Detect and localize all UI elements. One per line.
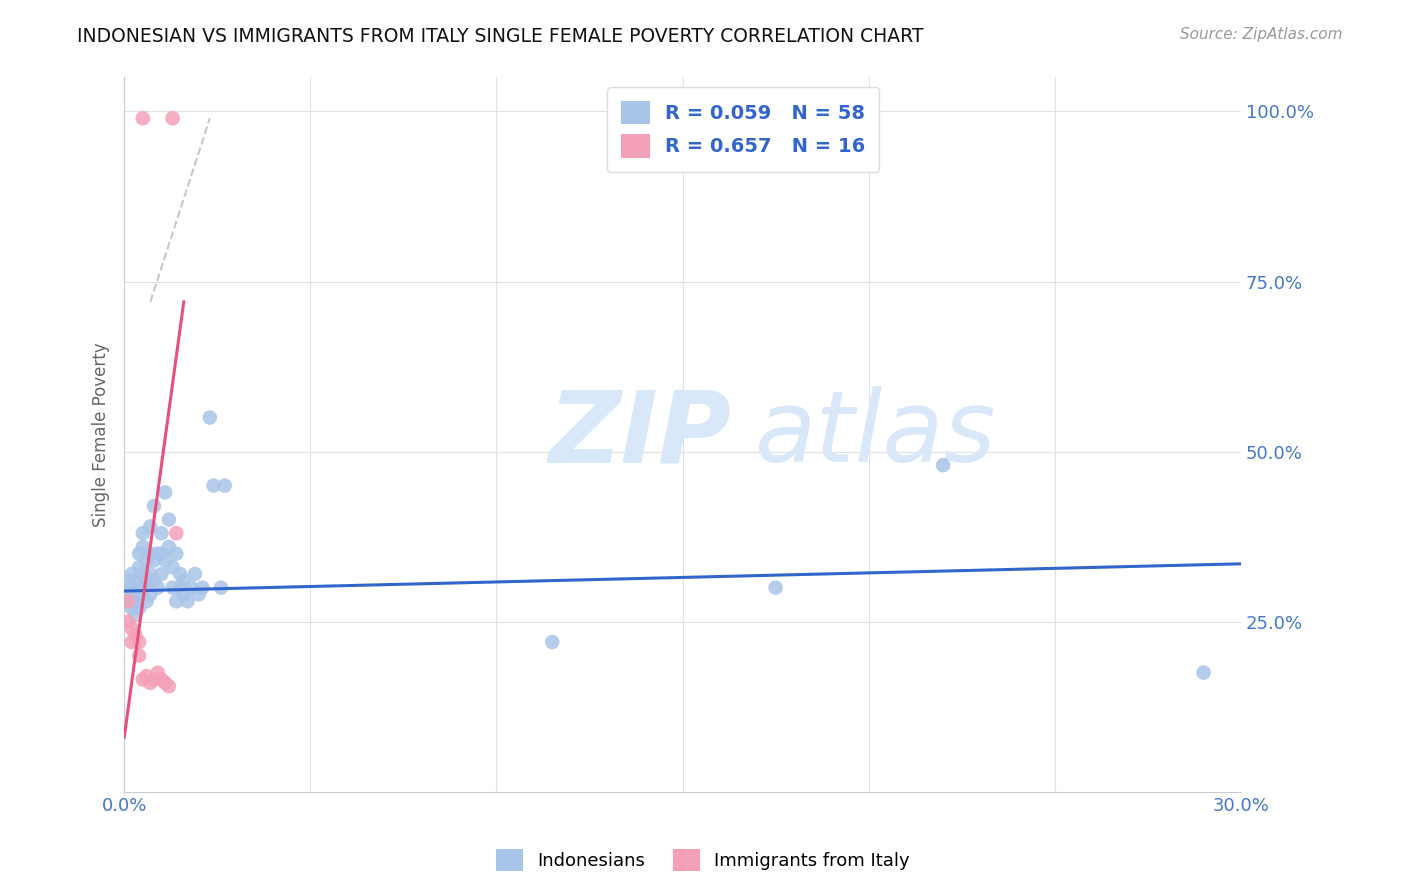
Point <box>157 540 180 554</box>
Point <box>124 574 146 588</box>
Point <box>121 622 143 636</box>
Point <box>124 594 146 608</box>
Point <box>139 587 162 601</box>
Point <box>121 601 143 615</box>
Point <box>121 567 143 582</box>
Point <box>143 673 166 687</box>
Y-axis label: Single Female Poverty: Single Female Poverty <box>93 343 110 527</box>
Point <box>202 478 225 492</box>
Point <box>132 526 155 541</box>
Point <box>146 581 169 595</box>
Point <box>169 567 191 582</box>
Point <box>150 547 173 561</box>
Point <box>150 567 173 582</box>
Point <box>139 547 162 561</box>
Point <box>132 673 155 687</box>
Point <box>1192 665 1215 680</box>
Point <box>146 665 169 680</box>
Point <box>173 574 195 588</box>
Point <box>128 560 150 574</box>
Point <box>117 615 139 629</box>
Point <box>146 547 169 561</box>
Point <box>157 679 180 693</box>
Point <box>765 581 787 595</box>
Point <box>139 676 162 690</box>
Point <box>165 526 187 541</box>
Point <box>128 648 150 663</box>
Point <box>209 581 232 595</box>
Point <box>214 478 236 492</box>
Point <box>121 635 143 649</box>
Point <box>173 587 195 601</box>
Point <box>184 567 207 582</box>
Point <box>143 553 166 567</box>
Point <box>128 635 150 649</box>
Text: atlas: atlas <box>755 386 997 483</box>
Point <box>143 574 166 588</box>
Point <box>132 581 155 595</box>
Text: Source: ZipAtlas.com: Source: ZipAtlas.com <box>1180 27 1343 42</box>
Point <box>121 581 143 595</box>
Point <box>165 594 187 608</box>
Point <box>135 669 157 683</box>
Point <box>153 553 176 567</box>
Point <box>187 587 209 601</box>
Point <box>162 560 184 574</box>
Point <box>132 540 155 554</box>
Point <box>139 519 162 533</box>
Point <box>143 499 166 513</box>
Point <box>117 594 139 608</box>
Point <box>157 513 180 527</box>
Point <box>162 581 184 595</box>
Point <box>139 567 162 582</box>
Point <box>165 547 187 561</box>
Point <box>132 567 155 582</box>
Point <box>135 574 157 588</box>
Point <box>124 587 146 601</box>
Point <box>162 112 184 126</box>
Point <box>135 594 157 608</box>
Point <box>150 526 173 541</box>
Point <box>541 635 564 649</box>
Point <box>176 594 198 608</box>
Point <box>128 581 150 595</box>
Point <box>932 458 955 473</box>
Point <box>117 574 139 588</box>
Point <box>128 547 150 561</box>
Point <box>124 607 146 622</box>
Point <box>124 628 146 642</box>
Point <box>117 594 139 608</box>
Point <box>191 581 214 595</box>
Point <box>128 601 150 615</box>
Point <box>169 581 191 595</box>
Point <box>153 676 176 690</box>
Legend: Indonesians, Immigrants from Italy: Indonesians, Immigrants from Italy <box>489 842 917 879</box>
Point <box>198 410 221 425</box>
Point <box>150 673 173 687</box>
Point <box>180 581 202 595</box>
Text: ZIP: ZIP <box>548 386 731 483</box>
Legend: R = 0.059   N = 58, R = 0.657   N = 16: R = 0.059 N = 58, R = 0.657 N = 16 <box>607 87 879 171</box>
Point <box>132 112 155 126</box>
Point <box>153 485 176 500</box>
Text: INDONESIAN VS IMMIGRANTS FROM ITALY SINGLE FEMALE POVERTY CORRELATION CHART: INDONESIAN VS IMMIGRANTS FROM ITALY SING… <box>77 27 924 45</box>
Point <box>135 553 157 567</box>
Point <box>121 587 143 601</box>
